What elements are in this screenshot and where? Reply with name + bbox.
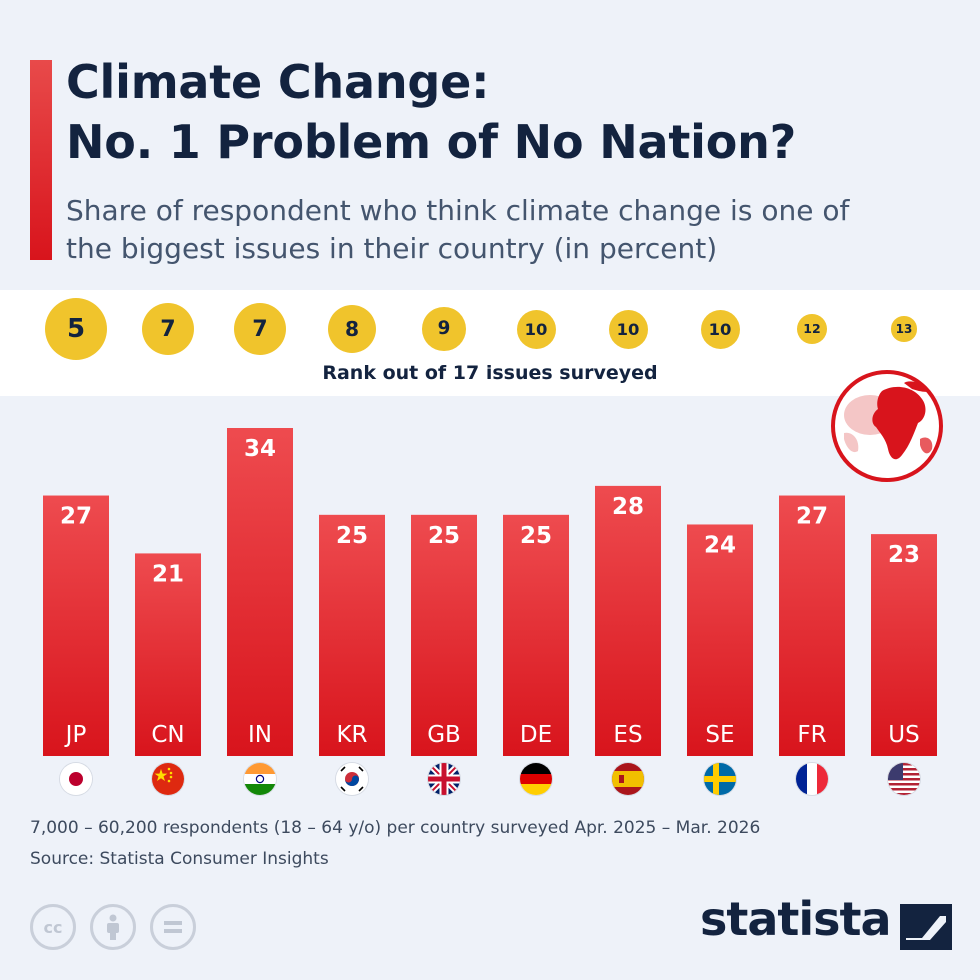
source-note: Source: Statista Consumer Insights (30, 849, 329, 869)
flag-kr-icon (336, 763, 368, 795)
bar-label-cn: CN (151, 722, 184, 748)
bar-cn (135, 553, 201, 756)
flag-cn-icon (152, 763, 184, 795)
bar-gb (411, 514, 477, 756)
bar-label-se: SE (705, 722, 734, 748)
bar-kr (319, 514, 385, 756)
rank-circle-es: 10 (608, 309, 648, 349)
bar-label-jp: JP (64, 722, 87, 748)
rank-circle-cn: 7 (141, 302, 195, 356)
bar-fr (779, 495, 845, 756)
flag-es-icon (612, 763, 644, 795)
statista-logo-icon[interactable] (900, 904, 952, 950)
bar-chart: 27 JP 21 CN 34 IN 25 KR 25 GB 25 DE 28 ES 24 SE 27 FR 23 US (43, 428, 937, 756)
rank-circle-in: 7 (233, 302, 287, 356)
rank-circle-se: 10 (700, 309, 740, 349)
bar-value-es: 28 (612, 494, 644, 520)
bar-value-jp: 27 (60, 504, 92, 530)
flag-us-icon (888, 763, 920, 795)
rank-circle-us: 13 (891, 316, 917, 342)
bar-jp (43, 495, 109, 756)
bar-value-gb: 25 (428, 523, 460, 549)
rank-circle-de: 10 (516, 309, 556, 349)
bar-value-in: 34 (244, 436, 276, 462)
rank-circle-fr: 12 (797, 314, 827, 344)
chart-subtitle: Share of respondent who think climate ch… (66, 194, 850, 265)
globe-icon (831, 370, 943, 482)
rank-caption: Rank out of 17 issues surveyed (322, 362, 658, 384)
flag-de-icon (520, 763, 552, 795)
no-derivatives-icon[interactable] (150, 904, 196, 950)
rank-circle-gb: 9 (422, 307, 466, 351)
statista-brand[interactable]: statista (700, 892, 892, 946)
bar-value-us: 23 (888, 542, 920, 568)
rank-circle-jp: 5 (45, 298, 107, 360)
bar-label-de: DE (520, 722, 552, 748)
flag-fr-icon (796, 763, 828, 795)
bar-value-se: 24 (704, 532, 736, 558)
bar-es (595, 485, 661, 756)
rank-circle-kr: 8 (327, 304, 377, 354)
bar-value-cn: 21 (152, 561, 184, 587)
flag-gb-icon (428, 763, 460, 795)
flag-se-icon (704, 763, 736, 795)
accent-bar (30, 60, 52, 260)
bar-us (871, 534, 937, 756)
bar-label-us: US (888, 722, 919, 748)
flag-in-icon (244, 763, 276, 795)
bar-value-de: 25 (520, 523, 552, 549)
cc-icon[interactable]: cc (30, 904, 76, 950)
chart-title: Climate Change: No. 1 Problem of No Nati… (66, 55, 797, 169)
bar-label-in: IN (248, 722, 272, 748)
bar-value-kr: 25 (336, 523, 368, 549)
bar-se (687, 524, 753, 756)
flag-jp-icon (60, 763, 92, 795)
bar-label-gb: GB (427, 722, 461, 748)
bar-value-fr: 27 (796, 504, 828, 530)
attribution-icon[interactable] (90, 904, 136, 950)
bar-label-kr: KR (336, 722, 367, 748)
bar-in (227, 428, 293, 756)
bar-label-fr: FR (797, 722, 826, 748)
bar-label-es: ES (613, 722, 642, 748)
bar-de (503, 514, 569, 756)
survey-note: 7,000 – 60,200 respondents (18 – 64 y/o)… (30, 818, 761, 838)
